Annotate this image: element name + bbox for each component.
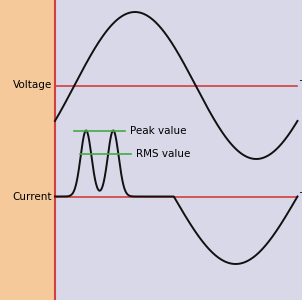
Text: Time: Time xyxy=(299,191,302,202)
Text: Current: Current xyxy=(12,191,52,202)
Text: RMS value: RMS value xyxy=(136,148,190,159)
Text: Time: Time xyxy=(299,80,302,91)
Text: Voltage: Voltage xyxy=(13,80,52,91)
Text: Peak value: Peak value xyxy=(130,125,186,136)
Bar xyxy=(55,0,302,300)
Bar xyxy=(0,0,55,300)
